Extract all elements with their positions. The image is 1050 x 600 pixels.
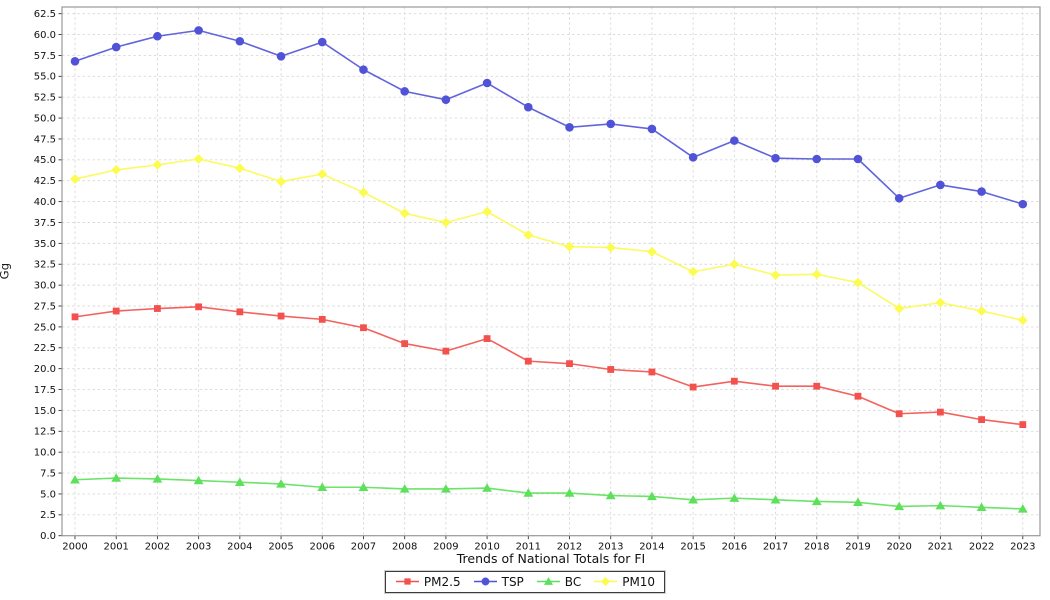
square-marker-icon (395, 578, 419, 585)
y-tick-label: 45.0 (34, 155, 56, 166)
series-bc (70, 473, 1028, 513)
axes-ticks: 0.0 2.5 5.0 7.5 10.0 12.5 15.0 17.5 20.0 22.5 25.0… (34, 9, 1036, 553)
legend-item-bc: BC (536, 575, 581, 588)
x-tick-label: 2007 (351, 542, 376, 553)
gridlines (62, 7, 1040, 537)
y-tick-label: 52.5 (34, 93, 56, 104)
series-pm25 (71, 303, 1027, 429)
y-tick-label: 30.0 (34, 281, 56, 292)
legend-box: PM2.5 TSP BC PM10 (384, 571, 666, 593)
y-tick-label: 25.0 (34, 322, 56, 333)
legend-label: PM10 (622, 574, 656, 589)
y-tick-label: 20.0 (34, 364, 56, 375)
diamond-marker-icon (594, 576, 618, 587)
y-tick-label: 10.0 (34, 448, 56, 459)
y-tick-label: 27.5 (34, 301, 56, 312)
x-tick-label: 2020 (886, 542, 911, 553)
legend-item-pm25: PM2.5 (395, 575, 461, 588)
y-tick-label: 50.0 (34, 113, 56, 124)
circle-marker-icon (473, 577, 497, 586)
x-tick-label: 2000 (62, 542, 87, 553)
legend-item-pm10: PM10 (593, 575, 655, 588)
chart-title: Trends of National Totals for FI (456, 551, 646, 566)
y-tick-label: 47.5 (34, 134, 56, 145)
x-tick-label: 2022 (969, 542, 994, 553)
x-tick-label: 2023 (1010, 542, 1035, 553)
series-pm10 (70, 154, 1028, 326)
x-tick-label: 2010 (474, 542, 499, 553)
y-tick-label: 57.5 (34, 51, 56, 62)
x-tick-label: 2006 (310, 542, 335, 553)
y-tick-label: 22.5 (34, 343, 56, 354)
y-tick-label: 5.0 (40, 489, 56, 500)
x-tick-label: 2013 (598, 542, 623, 553)
y-tick-label: 17.5 (34, 385, 56, 396)
x-tick-label: 2009 (433, 542, 458, 553)
y-tick-label: 37.5 (34, 218, 56, 229)
y-axis-label: Gg (0, 262, 12, 280)
y-tick-label: 7.5 (40, 468, 56, 479)
y-tick-label: 0.0 (40, 531, 56, 542)
y-tick-label: 32.5 (34, 260, 56, 271)
y-tick-label: 55.0 (34, 72, 56, 83)
legend-label: BC (564, 574, 582, 589)
x-tick-label: 2014 (639, 542, 664, 553)
y-tick-label: 15.0 (34, 406, 56, 417)
y-tick-label: 12.5 (34, 427, 56, 438)
x-tick-label: 2015 (680, 542, 705, 553)
x-tick-label: 2004 (227, 542, 252, 553)
legend-item-tsp: TSP (473, 575, 524, 588)
series-tsp (70, 26, 1028, 209)
y-tick-label: 40.0 (34, 197, 56, 208)
x-tick-label: 2001 (103, 542, 128, 553)
x-tick-label: 2021 (928, 542, 953, 553)
plot-border (61, 6, 1041, 537)
legend-label: TSP (501, 574, 524, 589)
y-tick-label: 42.5 (34, 176, 56, 187)
x-tick-label: 2003 (186, 542, 211, 553)
x-tick-label: 2016 (722, 542, 747, 553)
x-tick-label: 2018 (804, 542, 829, 553)
x-tick-label: 2012 (557, 542, 582, 553)
x-tick-label: 2002 (145, 542, 170, 553)
legend-label: PM2.5 (423, 574, 461, 589)
triangle-marker-icon (536, 577, 560, 585)
y-tick-label: 2.5 (40, 510, 56, 521)
x-tick-label: 2008 (392, 542, 417, 553)
x-tick-label: 2019 (845, 542, 870, 553)
x-tick-label: 2011 (516, 542, 541, 553)
x-tick-label: 2005 (268, 542, 293, 553)
x-tick-label: 2017 (763, 542, 788, 553)
legend: PM2.5 TSP BC PM10 (0, 571, 1050, 593)
y-tick-label: 62.5 (34, 9, 56, 20)
y-tick-label: 35.0 (34, 239, 56, 250)
y-tick-label: 60.0 (34, 30, 56, 41)
